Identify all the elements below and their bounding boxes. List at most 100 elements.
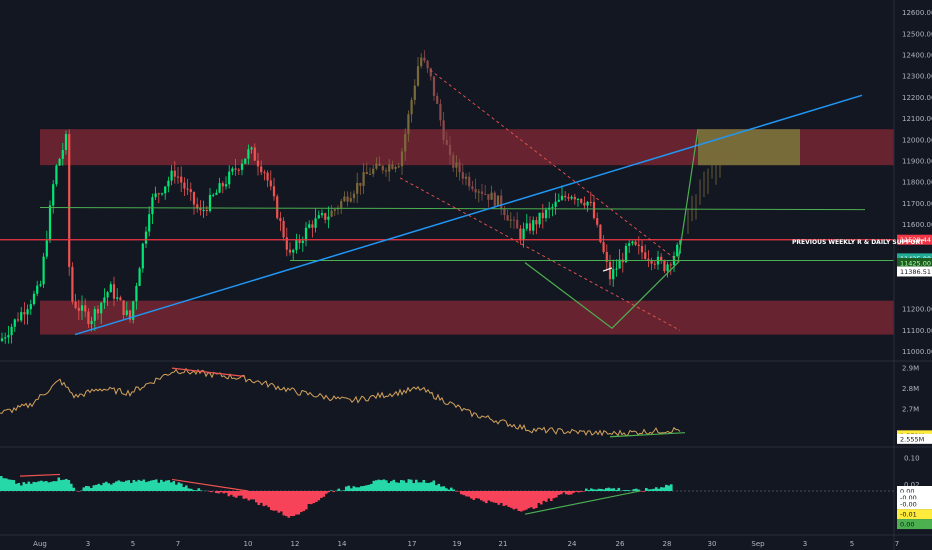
candle-body — [80, 305, 84, 311]
candle-body — [109, 284, 112, 293]
candle-body — [330, 210, 333, 217]
histogram-bar — [525, 491, 528, 510]
histogram-bar — [20, 485, 23, 491]
candle-body — [666, 264, 669, 272]
histogram-bar — [77, 491, 81, 492]
candle-body — [512, 219, 516, 221]
price-tag-label: -0.00 — [900, 501, 917, 509]
histogram-bar — [400, 480, 403, 491]
candle-body — [452, 155, 455, 168]
histogram-bar — [230, 491, 233, 495]
histogram-bar — [387, 482, 391, 491]
candle-body — [592, 201, 596, 219]
candle-body — [212, 194, 215, 196]
histogram-bar — [357, 487, 361, 491]
divergence-line — [19, 473, 61, 477]
histogram-bar — [560, 491, 563, 495]
divergence-line — [524, 490, 641, 515]
histogram-bar — [355, 487, 358, 491]
candle-body — [317, 215, 320, 219]
price-tick-label: 12300.00 — [902, 73, 932, 81]
candle-body — [471, 186, 474, 190]
candle-body — [544, 209, 548, 219]
candle-body — [426, 60, 429, 69]
histogram-bar — [112, 482, 116, 491]
histogram-bar — [662, 487, 666, 491]
histogram-bar — [17, 482, 21, 491]
histogram-bar — [527, 491, 531, 509]
candles-layer — [0, 50, 721, 344]
histogram-bar — [70, 483, 73, 491]
candle-body — [413, 85, 416, 100]
annotation-label: PREVIOUS WEEKLY R & DAILY SUPPORT — [792, 239, 925, 246]
histogram-bar — [665, 484, 668, 491]
price-tick-label: 12500.00 — [902, 30, 932, 38]
candle-body — [160, 193, 164, 195]
histogram-bar — [67, 480, 71, 491]
histogram-bar — [285, 491, 288, 517]
candle-body — [624, 245, 628, 263]
histogram-bar — [612, 488, 616, 491]
histogram-bar — [252, 491, 256, 500]
histogram-bar — [550, 491, 553, 502]
histogram-bar — [257, 491, 261, 506]
candle-body — [240, 163, 244, 170]
candle-body — [311, 224, 314, 228]
price-tick-label: 11800.00 — [902, 179, 932, 187]
candle-body — [71, 266, 74, 302]
candle-body — [16, 319, 20, 321]
time-tick-label: 5 — [131, 540, 135, 548]
histogram-bar — [542, 491, 546, 501]
price-tag-label: 11528.44 — [900, 236, 931, 244]
histogram-bar — [175, 484, 178, 491]
histogram-bar — [217, 491, 221, 494]
time-axis[interactable]: Aug 3 5 7 10 12 14 17 19 21 24 26 28 30 Sep 3 5 7 — [33, 540, 899, 548]
candle-body — [576, 198, 580, 200]
candle-body — [669, 264, 672, 266]
histogram-bar — [152, 479, 156, 491]
candle-body — [365, 172, 368, 175]
histogram-bar — [87, 486, 91, 491]
candle-body — [183, 182, 186, 189]
candle-body — [215, 192, 218, 195]
candle-body — [496, 195, 500, 206]
histogram-bar — [190, 488, 193, 491]
candle-body — [202, 210, 205, 212]
histogram-bar — [332, 491, 336, 493]
histogram-bar — [480, 491, 483, 501]
candle-body — [429, 68, 432, 77]
green-level-line — [39, 207, 866, 211]
histogram-bar — [47, 482, 51, 491]
histogram-bar — [92, 485, 96, 491]
candle-body — [455, 162, 458, 168]
candle-body — [679, 239, 682, 245]
histogram-bar — [222, 491, 226, 494]
histogram-bar — [457, 491, 461, 492]
candle-body — [167, 180, 170, 187]
candle-body — [173, 170, 176, 177]
candle-body — [122, 300, 125, 315]
candle-body — [618, 259, 621, 269]
histogram-bar — [625, 490, 628, 491]
histogram-bar — [600, 488, 603, 491]
candle-body — [375, 163, 378, 169]
histogram-bar — [555, 491, 558, 498]
price-tick-label: 11100.00 — [902, 327, 932, 335]
price-tick-label: 11700.00 — [902, 200, 932, 208]
histogram-bar — [327, 491, 331, 493]
histogram-bar — [245, 491, 248, 499]
candle-body — [567, 197, 570, 199]
candle-body — [372, 168, 375, 174]
candle-body — [484, 193, 487, 195]
price-tag-label: 0.00 — [900, 488, 914, 496]
candle-body — [461, 172, 464, 179]
histogram-bar — [232, 491, 236, 497]
histogram-bar — [15, 483, 18, 491]
histogram-bar — [602, 489, 606, 491]
histogram-bar — [337, 488, 341, 491]
histogram-bar — [650, 489, 653, 491]
histogram-bar — [85, 485, 88, 491]
target-box — [698, 129, 800, 166]
